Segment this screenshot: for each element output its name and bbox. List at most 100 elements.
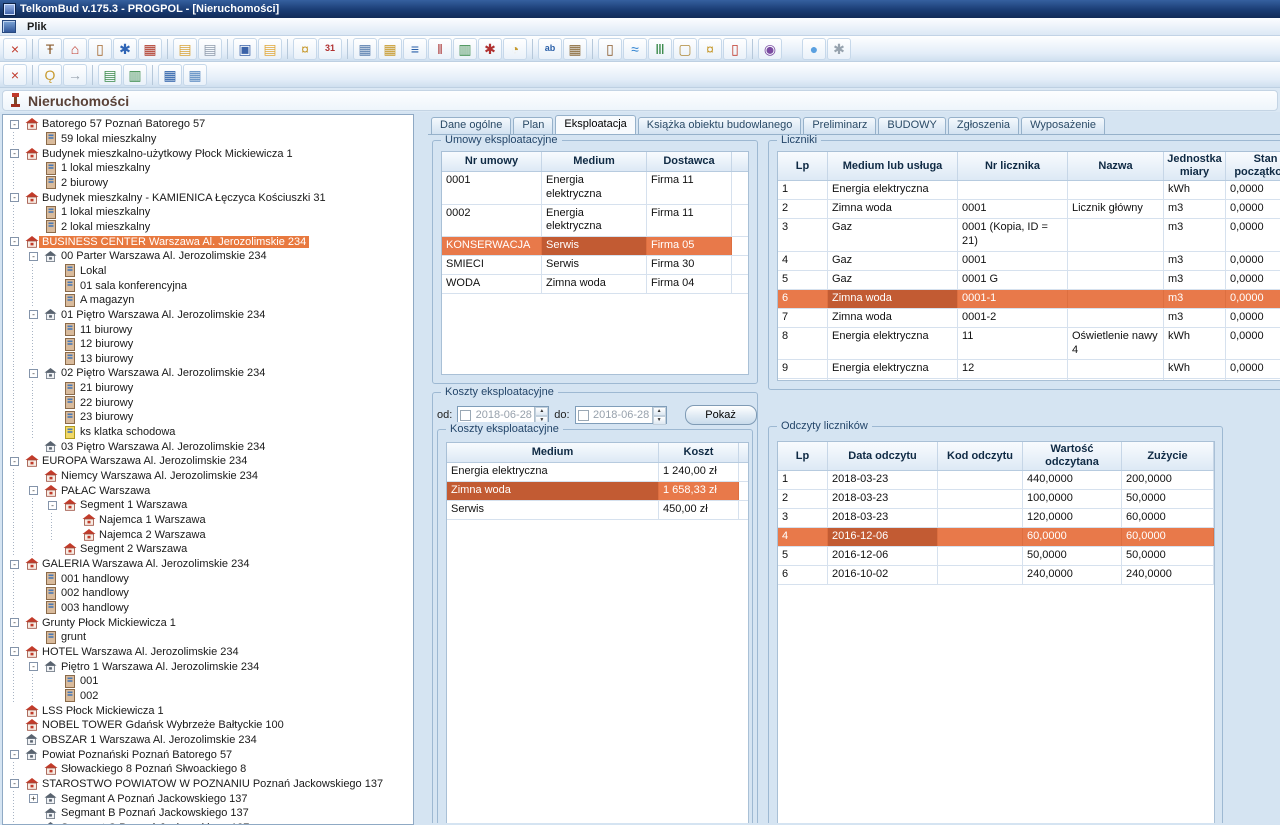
tree-item-label[interactable]: 00 Parter Warszawa Al. Jerozolimskie 234	[58, 250, 270, 262]
collapse-icon[interactable]: -	[10, 560, 19, 569]
search-button[interactable]: Ǫ	[38, 64, 62, 86]
tree-item[interactable]: 59 lokal mieszkalny	[5, 132, 413, 147]
disk-remove-button[interactable]: ▣	[233, 38, 257, 60]
premises-door-button[interactable]: ▯	[88, 38, 112, 60]
liczniki-cell[interactable]: 12	[958, 360, 1068, 378]
tree-item-label[interactable]: HOTEL Warszawa Al. Jerozolimskie 234	[39, 646, 242, 658]
liczniki-cell[interactable]: 0,0000	[1226, 219, 1280, 251]
tree-item-label[interactable]: GALERIA Warszawa Al. Jerozolimskie 234	[39, 558, 252, 570]
odczyty-cell[interactable]: 2018-03-23	[828, 490, 938, 508]
odczyty-cell[interactable]: 2016-12-06	[828, 528, 938, 546]
collapse-icon[interactable]: -	[29, 252, 38, 261]
tree-item-label[interactable]: 11 biurowy	[77, 324, 135, 336]
tree-item[interactable]: Segmant B Poznań Jackowskiego 137	[5, 806, 413, 821]
collapse-icon[interactable]: -	[10, 237, 19, 246]
liczniki-cell[interactable]: 7	[778, 309, 828, 327]
tree-item[interactable]: -Piętro 1 Warszawa Al. Jerozolimskie 234	[5, 659, 413, 674]
document-lamp-button[interactable]: ▢	[673, 38, 697, 60]
tree-item-label[interactable]: A magazyn	[77, 294, 137, 306]
tree-item-label[interactable]: EUROPA Warszawa Al. Jerozolimskie 234	[39, 455, 250, 467]
odczyty-cell[interactable]: 50,0000	[1122, 490, 1214, 508]
tree-item-label[interactable]: Słowackiego 8 Poznań Słwoackiego 8	[58, 763, 249, 775]
tree-item[interactable]: 21 biurowy	[5, 381, 413, 396]
tree-item-label[interactable]: 2 biurowy	[58, 177, 111, 189]
tree-item-label[interactable]: 13 biurowy	[77, 353, 136, 365]
liczniki-cell[interactable]	[1068, 252, 1164, 270]
koszty-cell[interactable]: 1 240,00 zł	[659, 463, 739, 481]
liczniki-cell[interactable]: m3	[1164, 200, 1226, 218]
liczniki-cell[interactable]: 0001-2	[958, 309, 1068, 327]
liczniki-cell[interactable]: Zimna woda	[828, 309, 958, 327]
date-to-checkbox[interactable]	[578, 410, 589, 421]
collapse-icon[interactable]: -	[10, 193, 19, 202]
tree-item-label[interactable]: 12 biurowy	[77, 338, 136, 350]
folder-open-button[interactable]: ▤	[258, 38, 282, 60]
collapse-icon[interactable]: -	[10, 618, 19, 627]
liczniki-cell[interactable]: Energia elektryczna	[828, 379, 958, 381]
catalog-books-button[interactable]: Ⅲ	[648, 38, 672, 60]
umowy-cell[interactable]: KONSERWACJA	[442, 237, 542, 255]
tree-item[interactable]: -Segment 1 Warszawa	[5, 498, 413, 513]
tree-item-label[interactable]: Niemcy Warszawa Al. Jerozolimskie 234	[58, 470, 261, 482]
collapse-icon[interactable]: -	[10, 647, 19, 656]
tree-item[interactable]: 13 biurowy	[5, 352, 413, 367]
odczyty-cell[interactable]	[938, 509, 1023, 527]
tree-item[interactable]: -Grunty Płock Mickiewicza 1	[5, 615, 413, 630]
odczyty-cell[interactable]: 2018-03-23	[828, 509, 938, 527]
close-view-button[interactable]: ×	[3, 64, 27, 86]
odczyty-cell[interactable]: 4	[778, 528, 828, 546]
liczniki-cell[interactable]	[1068, 379, 1164, 381]
tree-item[interactable]: +Segmant A Poznań Jackowskiego 137	[5, 791, 413, 806]
report-book-button[interactable]: ▥	[123, 64, 147, 86]
tree-item[interactable]: - GALERIA Warszawa Al. Jerozolimskie 234	[5, 557, 413, 572]
board-button[interactable]: ▥	[453, 38, 477, 60]
tree-item-label[interactable]: Piętro 1 Warszawa Al. Jerozolimskie 234	[58, 661, 262, 673]
building-button[interactable]: ⌂	[63, 38, 87, 60]
liczniki-cell[interactable]: Gaz	[828, 252, 958, 270]
tree-item[interactable]: 2 biurowy	[5, 176, 413, 191]
tree-item[interactable]: A magazyn	[5, 293, 413, 308]
splitter[interactable]	[416, 112, 428, 823]
grid-view-alt-button[interactable]: ▦	[183, 64, 207, 86]
tree-item-label[interactable]: 01 sala konferencyjna	[77, 280, 190, 292]
liczniki-cell[interactable]: 0,0000	[1226, 360, 1280, 378]
liczniki-cell[interactable]: Gaz	[828, 219, 958, 251]
collapse-icon[interactable]: -	[10, 120, 19, 129]
liczniki-cell[interactable]: Zimna woda	[828, 200, 958, 218]
folder-key-button[interactable]: ▤	[173, 38, 197, 60]
tree-item[interactable]: Lokal	[5, 264, 413, 279]
liczniki-cell[interactable]: 11	[958, 328, 1068, 360]
liczniki-cell[interactable]: kWh	[1164, 360, 1226, 378]
liczniki-cell[interactable]: Licznik główny	[1068, 200, 1164, 218]
liczniki-cell[interactable]: 0,0000	[1226, 309, 1280, 327]
collapse-icon[interactable]: -	[29, 310, 38, 319]
liczniki-cell[interactable]: 0001 G	[958, 271, 1068, 289]
odczyty-cell[interactable]	[938, 566, 1023, 584]
umowy-cell[interactable]: 0002	[442, 205, 542, 237]
liczniki-cell[interactable]: Energia elektryczna	[828, 181, 958, 199]
tree-item-label[interactable]: LSS Płock Mickiewicza 1	[39, 705, 167, 717]
liczniki-cell[interactable]: kWh	[1164, 328, 1226, 360]
tree-item[interactable]: -PAŁAC Warszawa	[5, 483, 413, 498]
tree-item[interactable]: 002 handlowy	[5, 586, 413, 601]
umowy-cell[interactable]: Firma 30	[647, 256, 732, 274]
date-to-spinner[interactable]: ▲▼	[652, 407, 666, 423]
date-from-checkbox[interactable]	[460, 410, 471, 421]
umowy-cell[interactable]: Energia elektryczna	[542, 172, 647, 204]
tab-książka-obiektu-budowlanego[interactable]: Książka obiektu budowlanego	[638, 117, 802, 134]
tree-item[interactable]: Najemca 2 Warszawa	[5, 527, 413, 542]
tree-item[interactable]: NOBEL TOWER Gdańsk Wybrzeże Bałtyckie 10…	[5, 718, 413, 733]
tree-item-label[interactable]: 001	[77, 675, 101, 687]
tab-budowy[interactable]: BUDOWY	[878, 117, 946, 134]
umowy-cell[interactable]: Serwis	[542, 237, 647, 255]
tree-item[interactable]: ks klatka schodowa	[5, 425, 413, 440]
export-document-button[interactable]: ▤	[98, 64, 122, 86]
table-costs-button[interactable]: ▦	[378, 38, 402, 60]
